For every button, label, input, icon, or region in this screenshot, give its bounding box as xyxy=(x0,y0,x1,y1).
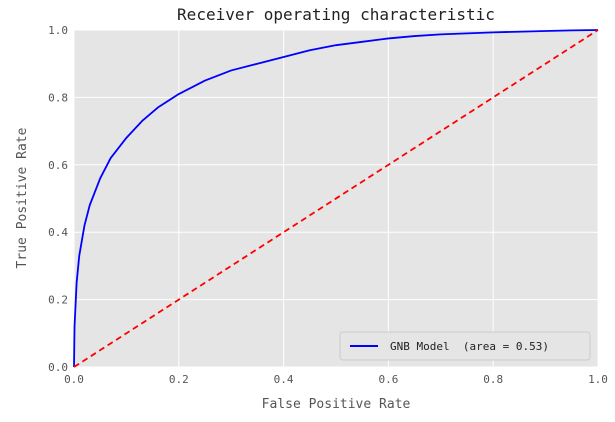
x-tick-label: 1.0 xyxy=(588,373,608,386)
x-tick-label: 0.4 xyxy=(274,373,294,386)
x-tick-label: 0.2 xyxy=(169,373,189,386)
y-axis-label: True Positive Rate xyxy=(15,127,30,268)
x-tick-labels: 0.0 0.2 0.4 0.6 0.8 1.0 xyxy=(64,373,608,386)
grid-lines xyxy=(73,29,599,368)
y-tick-label: 0.6 xyxy=(48,159,68,172)
y-tick-label: 0.2 xyxy=(48,294,68,307)
legend: GNB Model (area = 0.53) xyxy=(339,331,591,361)
x-axis-label: False Positive Rate xyxy=(262,397,411,412)
chance-diagonal-line xyxy=(73,29,599,368)
series-layer xyxy=(73,29,599,368)
y-tick-label: 0.0 xyxy=(48,361,68,374)
roc-curve-line xyxy=(73,29,599,368)
chart-title: Receiver operating characteristic xyxy=(177,5,495,24)
x-tick-label: 0.0 xyxy=(64,373,84,386)
x-tick-label: 0.8 xyxy=(483,373,503,386)
y-tick-label: 0.4 xyxy=(48,226,68,239)
legend-entry: GNB Model (area = 0.53) xyxy=(390,340,549,353)
x-tick-label: 0.6 xyxy=(378,373,398,386)
y-tick-label: 1.0 xyxy=(48,24,68,37)
legend-box xyxy=(339,331,591,361)
y-tick-labels: 0.0 0.2 0.4 0.6 0.8 1.0 xyxy=(48,24,68,374)
y-tick-label: 0.8 xyxy=(48,91,68,104)
